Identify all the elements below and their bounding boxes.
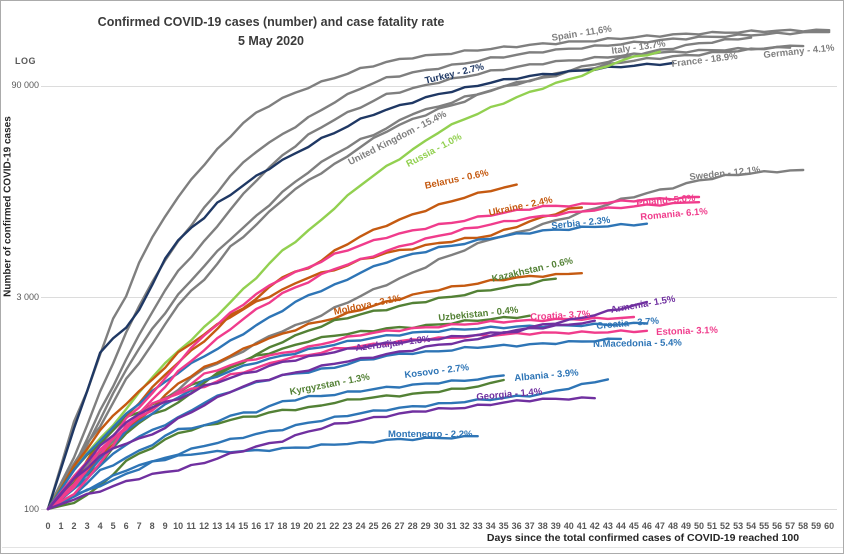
x-tick-label: 52 [719,521,730,531]
series-line-france [46,44,805,511]
x-tick-label: 33 [472,521,483,531]
x-tick-label: 13 [212,521,223,531]
series-line-albania [46,378,610,511]
x-tick-label: 57 [785,521,796,531]
x-tick-label: 48 [667,521,678,531]
x-tick-label: 47 [654,521,665,531]
series-line-spain [46,28,831,511]
series-line-poland [46,195,701,511]
x-tick-label: 7 [136,521,142,531]
chart-title: Confirmed COVID-19 cases (number) and ca… [61,13,481,52]
x-tick-label: 42 [589,521,600,531]
x-tick-label: 20 [303,521,314,531]
series-label-nmacedonia: N.Macedonia - 5.4% [592,337,682,350]
x-tick-label: 49 [680,521,691,531]
series-line-moldova [46,272,583,511]
x-axis-title: Days since the total confirmed cases of … [486,532,800,544]
x-tick-label: 38 [537,521,548,531]
bottom-frame-line [2,547,843,548]
x-tick-label: 54 [746,521,757,531]
x-tick-label: 58 [798,521,809,531]
x-tick-label: 22 [329,521,340,531]
x-tick-label: 43 [602,521,613,531]
x-tick-label: 50 [693,521,704,531]
x-tick-label: 18 [277,521,288,531]
gridline-90000 [41,85,837,87]
x-tick-label: 19 [290,521,301,531]
x-tick-label: 17 [264,521,275,531]
x-tick-label: 4 [97,521,103,531]
x-tick-label: 6 [123,521,129,531]
x-tick-label: 3 [84,521,90,531]
series-line-kosovo [46,374,505,511]
x-tick-label: 11 [186,521,196,531]
x-tick-label: 41 [576,521,587,531]
x-tick-label: 40 [563,521,574,531]
x-tick-label: 12 [199,521,210,531]
series-line-kyrgyzstan [46,378,505,511]
series-line-serbia [46,222,649,511]
x-tick-label: 26 [381,521,392,531]
y-tick-label: 3 000 [16,291,39,302]
x-tick-label: 44 [615,521,626,531]
x-tick-label: 23 [342,521,353,531]
x-tick-label: 15 [238,521,249,531]
x-tick-label: 2 [71,521,77,531]
x-tick-label: 31 [446,521,457,531]
x-tick-label: 27 [394,521,405,531]
series-line-croatia_pink [46,315,636,511]
series-line-turkey [46,61,675,511]
x-tick-label: 55 [759,521,770,531]
series-line-kazakhstan [46,277,557,511]
x-tick-label: 29 [420,521,431,531]
chart-title-line1: Confirmed COVID-19 cases (number) and ca… [97,15,445,29]
x-tick-label: 36 [511,521,522,531]
series-line-montenegro [46,434,479,511]
x-tick-label: 25 [368,521,379,531]
series-line-ukraine [46,206,583,511]
x-tick-label: 51 [706,521,717,531]
x-tick-label: 45 [628,521,639,531]
x-tick-label: 0 [45,521,51,531]
series-line-romania [46,200,701,511]
series-label-estonia: Estonia- 3.1% [655,324,719,338]
series-line-georgia [46,396,596,511]
x-tick-label: 21 [316,521,327,531]
x-tick-label: 32 [459,521,470,531]
x-tick-label: 5 [110,521,116,531]
gridline-100 [41,509,837,510]
series-label-montenegro: Montenegro - 2.2% [388,429,473,440]
x-tick-label: 59 [811,521,822,531]
series-line-germany [46,45,792,511]
x-tick-label: 1 [58,521,64,531]
series-line-azerbaijan [46,319,596,511]
x-tick-label: 37 [524,521,535,531]
x-tick-label: 8 [149,521,155,531]
x-tick-label: 46 [641,521,652,531]
y-axis-scale-label: LOG [15,56,36,66]
x-tick-label: 10 [173,521,184,531]
chart-title-line2: 5 May 2020 [237,34,305,49]
x-tick-label: 28 [407,521,418,531]
series-line-armenia [46,300,649,511]
x-tick-label: 53 [733,521,744,531]
y-tick-label: 90 000 [11,80,39,91]
y-tick-label: 100 [23,503,39,514]
x-tick-label: 16 [251,521,262,531]
x-tick-label: 60 [824,521,835,531]
x-tick-label: 14 [225,521,236,531]
x-tick-label: 24 [355,521,366,531]
x-tick-label: 56 [772,521,783,531]
series-line-nmacedonia [46,337,623,511]
x-tick-label: 39 [550,521,561,531]
series-line-russia [46,50,662,511]
x-tick-label: 9 [162,521,168,531]
x-tick-label: 34 [485,521,496,531]
x-tick-label: 35 [498,521,509,531]
x-tick-label: 30 [433,521,444,531]
